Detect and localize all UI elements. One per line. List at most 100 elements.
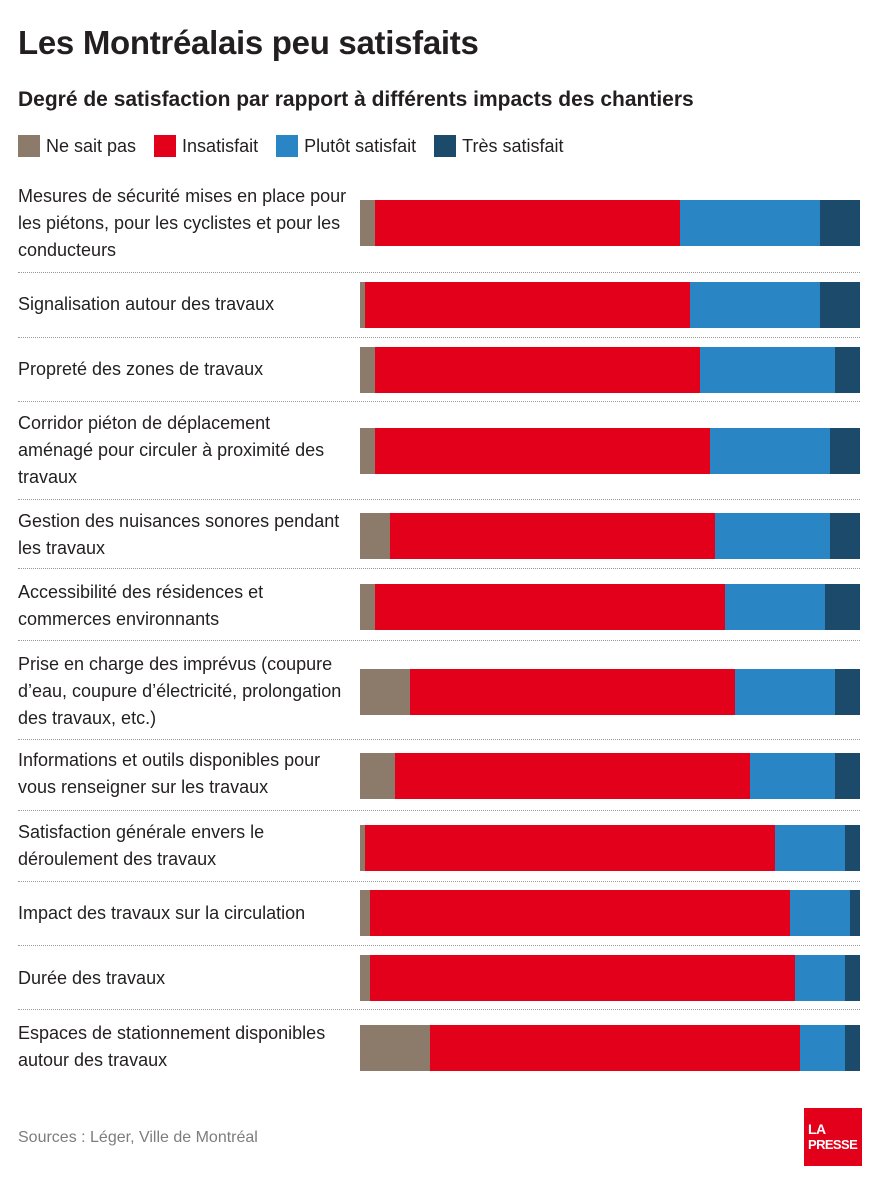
stacked-bar	[360, 955, 860, 1001]
bar-segment	[700, 347, 835, 393]
source-note: Sources : Léger, Ville de Montréal	[18, 1129, 258, 1146]
row-divider	[18, 272, 860, 273]
bar-segment	[790, 890, 850, 936]
stacked-bar	[360, 200, 860, 246]
legend-swatch	[276, 135, 299, 157]
category-label: Espaces de stationnement disponibles aut…	[18, 1023, 326, 1070]
legend: Ne sait pas Insatisfait Plutôt satisfait…	[18, 135, 582, 157]
bar-segment	[850, 890, 860, 936]
stacked-bar	[360, 825, 860, 871]
category-label: Gestion des nuisances sonores pendant le…	[18, 511, 340, 558]
row-divider	[18, 881, 860, 882]
la-presse-logo: LA PRESSE	[804, 1108, 862, 1166]
legend-swatch	[154, 135, 177, 157]
bar-segment	[710, 428, 830, 474]
row-divider	[18, 739, 860, 740]
category-label: Informations et outils disponibles pour …	[18, 750, 321, 797]
row-divider	[18, 810, 860, 811]
stacked-bar	[360, 282, 860, 328]
legend-item-ne-sait-pas: Ne sait pas	[18, 135, 136, 157]
legend-item-insatisfait: Insatisfait	[154, 135, 258, 157]
bar-segment	[375, 584, 725, 630]
bar-segment	[715, 513, 830, 559]
bar-segment	[375, 200, 680, 246]
bar-segment	[820, 282, 860, 328]
legend-item-tres-satisfait: Très satisfait	[434, 135, 564, 157]
row-divider	[18, 337, 860, 338]
bar-segment	[845, 825, 860, 871]
chart-title: Les Montréalais peu satisfaits	[18, 24, 479, 61]
bar-segment	[795, 955, 845, 1001]
bar-segment	[360, 584, 375, 630]
category-label: Propreté des zones de travaux	[18, 359, 264, 379]
bar-segment	[360, 753, 395, 799]
row-divider	[18, 640, 860, 641]
bar-segment	[360, 1025, 430, 1071]
stacked-bar	[360, 347, 860, 393]
bar-segment	[690, 282, 820, 328]
stacked-bar	[360, 1025, 860, 1071]
bar-segment	[800, 1025, 845, 1071]
bar-segment	[370, 890, 790, 936]
bar-segment	[830, 428, 860, 474]
bar-segment	[845, 1025, 860, 1071]
bar-segment	[390, 513, 715, 559]
bar-segment	[375, 428, 710, 474]
legend-label: Ne sait pas	[46, 135, 137, 156]
category-label: Corridor piéton de déplacement aménagé p…	[18, 413, 325, 487]
category-label: Signalisation autour des travaux	[18, 294, 275, 314]
row-divider	[18, 945, 860, 946]
bar-segment	[680, 200, 820, 246]
logo-line-1: LA	[808, 1121, 826, 1137]
legend-label: Plutôt satisfait	[304, 135, 417, 156]
stacked-bar	[360, 669, 860, 715]
legend-swatch	[18, 135, 40, 157]
bar-segment	[775, 825, 845, 871]
category-label: Mesures de sécurité mises en place pour …	[18, 186, 347, 260]
bar-segment	[365, 825, 775, 871]
legend-label: Très satisfait	[462, 135, 564, 156]
category-label: Impact des travaux sur la circulation	[18, 903, 306, 923]
bar-segment	[820, 200, 860, 246]
bar-segment	[360, 890, 370, 936]
bar-segment	[845, 955, 860, 1001]
category-label: Durée des travaux	[18, 968, 166, 988]
bar-segment	[360, 669, 410, 715]
stacked-bar	[360, 890, 860, 936]
bar-segment	[360, 428, 375, 474]
bar-segment	[360, 825, 365, 871]
legend-label: Insatisfait	[182, 135, 259, 156]
row-divider	[18, 1009, 860, 1010]
bar-segment	[835, 347, 860, 393]
legend-swatch	[434, 135, 457, 157]
row-divider	[18, 568, 860, 569]
bar-segment	[360, 282, 365, 328]
bar-segment	[825, 584, 860, 630]
stacked-bar	[360, 428, 860, 474]
bar-segment	[430, 1025, 800, 1071]
category-label: Prise en charge des imprévus (coupure d’…	[18, 654, 342, 728]
row-divider	[18, 499, 860, 500]
bar-segment	[835, 753, 860, 799]
stacked-bar	[360, 584, 860, 630]
bar-segment	[395, 753, 750, 799]
chart-subtitle: Degré de satisfaction par rapport à diff…	[18, 88, 694, 111]
bar-segment	[410, 669, 735, 715]
bar-segment	[375, 347, 700, 393]
stacked-bar	[360, 513, 860, 559]
logo-line-2: PRESSE	[808, 1137, 858, 1152]
category-label: Satisfaction générale envers le déroulem…	[18, 822, 265, 869]
bar-segment	[360, 200, 375, 246]
bar-segment	[370, 955, 795, 1001]
bar-segment	[725, 584, 825, 630]
bar-segment	[835, 669, 860, 715]
stacked-bar	[360, 753, 860, 799]
row-divider	[18, 401, 860, 402]
legend-item-plutot-satisfait: Plutôt satisfait	[276, 135, 416, 157]
bar-segment	[360, 955, 370, 1001]
category-label: Accessibilité des résidences et commerce…	[18, 582, 264, 629]
bar-segment	[360, 347, 375, 393]
bar-segment	[365, 282, 690, 328]
bar-segment	[735, 669, 835, 715]
